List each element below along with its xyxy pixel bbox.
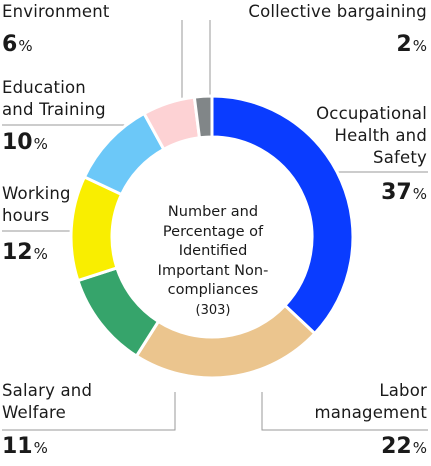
pct-occupational-health-safety: 37% [381,180,427,205]
leader-labor-management [261,392,428,431]
pct-education-training: 10% [2,130,48,155]
slice-collective-bargaining [192,94,214,140]
center-label: Number and Percentage of Identified Impo… [143,203,283,320]
leader-salary-welfare [2,392,176,431]
label-environment: Environment [2,2,110,21]
label-salary-welfare: Salary and Welfare [2,381,93,422]
center-title: Number and Percentage of Identified Impo… [157,204,269,298]
pct-collective-bargaining: 2% [396,32,427,57]
pct-environment: 6% [2,32,33,57]
pct-salary-welfare: 11% [2,434,48,459]
slice-occupational-health-safety [210,94,355,336]
pct-labor-management: 22% [381,434,427,459]
label-occupational-health-safety: Occupational Health and Safety [316,104,427,167]
label-collective-bargaining: Collective bargaining [248,2,427,21]
label-labor-management: Labor management [314,381,427,422]
label-working-hours: Working hours [2,184,71,225]
donut-slices [69,94,355,380]
label-education-training: Education and Training [2,78,106,119]
pct-working-hours: 12% [2,240,48,265]
center-count: (303) [195,302,231,318]
